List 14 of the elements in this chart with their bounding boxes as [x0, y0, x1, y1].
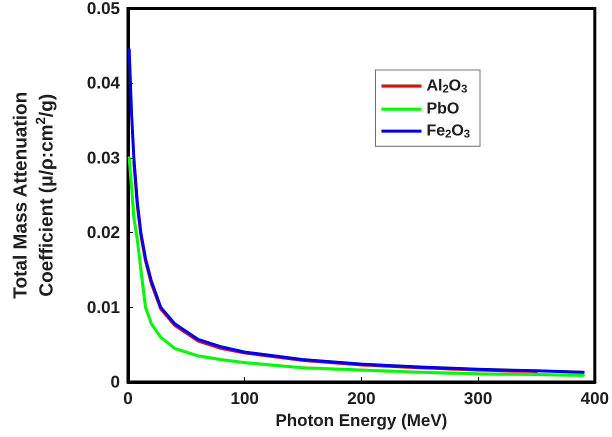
- x-tick-label: 300: [464, 389, 492, 408]
- x-tick-label: 400: [580, 389, 610, 408]
- line-series: [128, 48, 585, 374]
- x-tick-label: 100: [230, 389, 259, 408]
- x-tick-label: 200: [347, 389, 376, 408]
- legend-label: PbO: [426, 100, 460, 118]
- y-tick-label: 0.01: [86, 298, 120, 317]
- y-tick-label: 0: [110, 372, 120, 392]
- y-tick-label: 0.03: [86, 148, 120, 168]
- x-axis-title: Photon Energy (MeV): [275, 410, 448, 430]
- y-tick-label: 0.04: [86, 74, 121, 93]
- x-tick-label: 0: [123, 389, 133, 408]
- y-tick-label: 0.02: [86, 223, 120, 242]
- y-tick-label: 0.05: [86, 0, 120, 18]
